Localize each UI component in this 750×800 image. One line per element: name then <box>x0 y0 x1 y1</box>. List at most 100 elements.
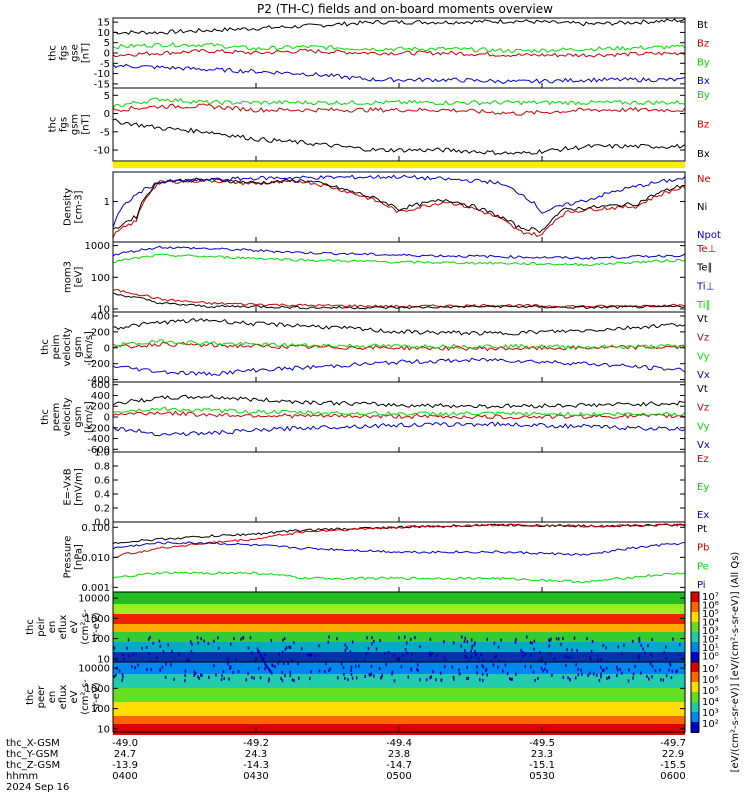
peir-speckle <box>549 652 552 656</box>
peer-speckle <box>407 675 410 679</box>
peer-speckle <box>601 668 604 672</box>
efield-ytick-label: 1.0 <box>94 448 110 459</box>
peer-speckle <box>616 665 618 669</box>
peir-band <box>113 602 685 605</box>
peir-speckle <box>406 651 408 655</box>
density-legend-Npot: Npot <box>697 230 721 241</box>
peer-speckle <box>492 663 495 667</box>
peir-speckle <box>308 653 311 657</box>
peim-series-Vx <box>112 357 686 377</box>
peir-speckle <box>468 659 470 663</box>
peir-speckle <box>470 655 473 659</box>
peem-series-Vt <box>112 394 686 409</box>
peir-speckle <box>597 657 599 661</box>
peir-speckle <box>553 657 556 661</box>
peir-speckle <box>443 640 445 644</box>
fgs_gse-ytick-label: 15 <box>97 18 110 29</box>
peer-speckle <box>251 675 253 679</box>
peir-band <box>113 650 685 653</box>
peir-speckle <box>200 637 202 641</box>
colorbar: 10⁷10⁶10⁵10⁴10³10²10¹10⁰10⁷10⁶10⁵10⁴10³1… <box>690 552 741 773</box>
peir-speckle <box>647 644 649 648</box>
peer-speckle <box>391 670 394 674</box>
peer-speckle <box>280 676 282 680</box>
ephemeris-value: -49.4 <box>386 738 412 749</box>
peir-band <box>113 620 685 623</box>
pressure-legend-Pi: Pi <box>697 580 706 591</box>
peer-ytick-label: 10000 <box>78 664 110 675</box>
peer-speckle <box>481 672 484 676</box>
colorbar-segment <box>691 642 699 653</box>
fgs_gse-ytick-label: 5 <box>104 38 110 49</box>
peir-ylabel: thc <box>25 619 36 635</box>
peir-speckle <box>309 654 312 658</box>
peem-ylabel: thc <box>40 409 51 425</box>
peim-legend-Vz: Vz <box>697 333 709 344</box>
ephemeris-value: 0530 <box>529 771 554 782</box>
panel-fgs_gsm: 5 0 -5 -10 thc fgs gsm [nT] By Bz Bx <box>48 87 710 162</box>
peir-ylabel: eV <box>69 620 80 633</box>
peer-speckle <box>589 671 591 675</box>
peir-band <box>113 632 685 635</box>
peer-speckle <box>281 671 283 675</box>
peir-speckle <box>186 659 188 663</box>
peir-speckle <box>393 653 395 657</box>
peer-speckle <box>393 679 396 683</box>
peir-speckle <box>262 658 264 662</box>
peer-speckle <box>608 675 610 679</box>
peir-speckle <box>278 652 280 656</box>
peer-speckle <box>632 672 635 676</box>
peir-speckle <box>288 645 291 649</box>
peir-speckle <box>375 647 378 651</box>
fgs_gsm-series-By <box>112 97 686 109</box>
peir-band <box>113 654 685 657</box>
fgs_gse-ytick-label: 10 <box>97 28 110 39</box>
peir-speckle <box>178 652 180 656</box>
peir-speckle <box>233 637 235 641</box>
peir-band <box>113 618 685 621</box>
peer-ylabel: eV <box>69 690 80 703</box>
peir-speckle <box>171 649 173 653</box>
peir-speckle <box>530 653 532 657</box>
peer-speckle <box>544 662 547 666</box>
colorbar-segment <box>691 712 699 723</box>
pressure-ytick-label: 0.001 <box>81 583 110 594</box>
colorbar-tick: 10⁶ <box>702 675 719 686</box>
peir-speckle <box>327 640 330 644</box>
peir-speckle <box>373 639 375 643</box>
peir-speckle <box>414 636 416 640</box>
peer-band <box>113 718 685 721</box>
peer-speckle <box>237 670 240 674</box>
peer-band <box>113 708 685 711</box>
peer-band <box>113 714 685 717</box>
peir-speckle <box>344 648 347 652</box>
peir-speckle <box>621 651 623 655</box>
peir-speckle <box>452 641 455 645</box>
peer-speckle <box>551 673 553 677</box>
peir-speckle <box>679 653 681 657</box>
peer-band <box>113 698 685 701</box>
peer-band <box>113 676 685 679</box>
peer-speckle <box>634 664 636 668</box>
fgs_gse-ylabel: fgs <box>59 45 70 60</box>
peir-speckle <box>548 644 551 648</box>
peer-speckle <box>649 662 652 666</box>
peer-speckle <box>380 676 382 680</box>
peim-ylabel: velocity <box>62 327 73 366</box>
peer-speckle <box>587 673 589 677</box>
peir-speckle <box>328 635 330 639</box>
peer-speckle <box>201 673 203 677</box>
peer-band <box>113 710 685 713</box>
peer-speckle <box>537 677 539 681</box>
peir-speckle <box>217 646 220 650</box>
peir-speckle <box>482 659 484 663</box>
peir-speckle <box>464 636 467 640</box>
colorbar-label: [eV/(cm²-s-sr-eV)] [eV/(cm²-s-sr-eV)] (A… <box>730 552 741 773</box>
peir-speckle <box>336 637 338 641</box>
temp-ylabel: [eV] <box>74 267 85 288</box>
peer-speckle <box>115 673 117 677</box>
peer-speckle <box>534 678 536 682</box>
ephemeris-value: 0500 <box>386 771 411 782</box>
peer-speckle <box>266 664 268 668</box>
peir-speckle <box>589 655 591 659</box>
